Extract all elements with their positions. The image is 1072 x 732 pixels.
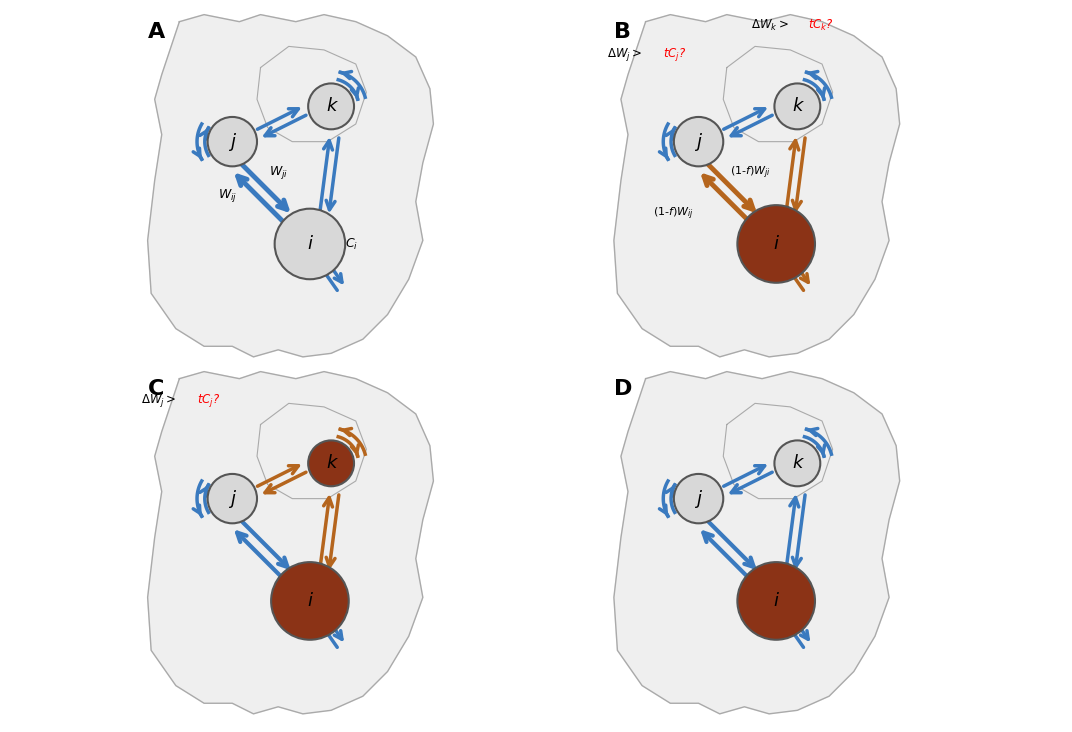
Circle shape [674, 117, 724, 166]
Text: j: j [229, 132, 235, 151]
Polygon shape [614, 15, 899, 357]
Circle shape [271, 562, 348, 640]
Text: $W_{ji}$: $W_{ji}$ [269, 164, 288, 182]
Text: B: B [614, 22, 631, 42]
Text: i: i [308, 235, 312, 253]
Text: k: k [326, 97, 337, 116]
Circle shape [674, 474, 724, 523]
Text: $W_{ij}$: $W_{ij}$ [219, 187, 237, 204]
Text: $C_i$: $C_i$ [345, 236, 358, 252]
Circle shape [274, 209, 345, 279]
Text: $\Delta W_k>$: $\Delta W_k>$ [751, 18, 789, 33]
Circle shape [774, 83, 820, 130]
Circle shape [308, 83, 354, 130]
Text: A: A [148, 22, 165, 42]
Circle shape [738, 205, 815, 283]
Text: $(1\text{-}f)W_{ji}$: $(1\text{-}f)W_{ji}$ [730, 165, 771, 181]
Text: k: k [792, 455, 803, 472]
Circle shape [208, 117, 257, 166]
Circle shape [774, 441, 820, 486]
Text: i: i [774, 235, 778, 253]
Text: k: k [792, 97, 803, 116]
Polygon shape [148, 15, 433, 357]
Text: C: C [148, 378, 164, 399]
Text: $tC_j$?: $tC_j$? [664, 46, 687, 63]
Text: j: j [229, 490, 235, 507]
Text: $tC_k$?: $tC_k$? [808, 18, 834, 33]
Text: i: i [774, 592, 778, 610]
Polygon shape [148, 372, 433, 714]
Text: $\Delta W_j>$: $\Delta W_j>$ [140, 392, 176, 409]
Text: D: D [614, 378, 632, 399]
Text: $\Delta W_j>$: $\Delta W_j>$ [607, 46, 642, 63]
Text: j: j [696, 490, 701, 507]
Circle shape [308, 441, 354, 486]
Circle shape [738, 562, 815, 640]
Text: $tC_j$?: $tC_j$? [197, 392, 221, 409]
Text: $(1\text{-}f)W_{ij}$: $(1\text{-}f)W_{ij}$ [653, 205, 694, 222]
Polygon shape [614, 372, 899, 714]
Circle shape [208, 474, 257, 523]
Text: j: j [696, 132, 701, 151]
Text: k: k [326, 455, 337, 472]
Text: i: i [308, 592, 312, 610]
